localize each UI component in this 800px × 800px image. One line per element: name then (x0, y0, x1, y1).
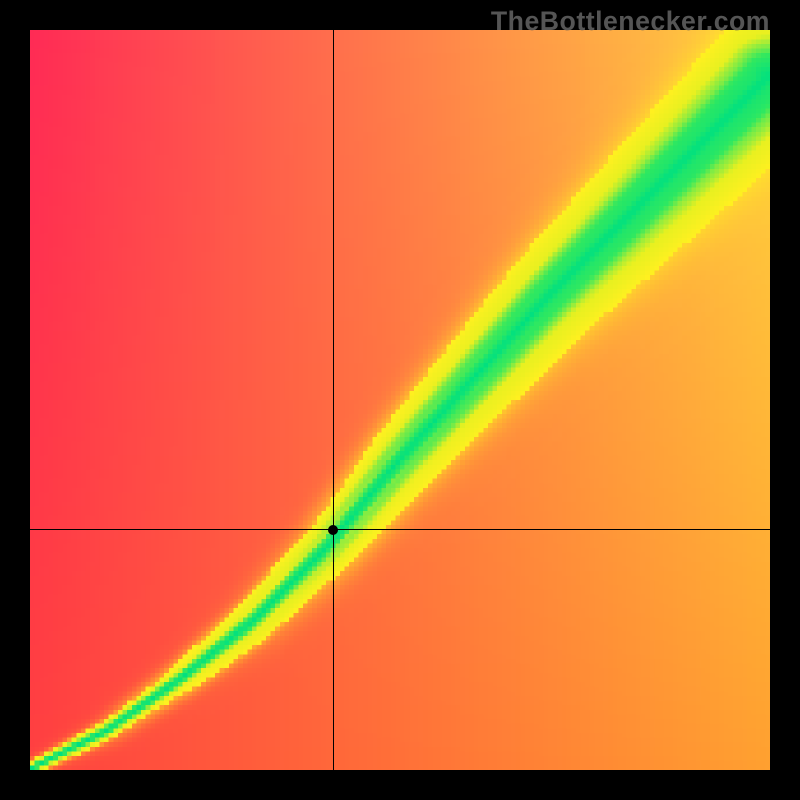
crosshair-vertical (333, 30, 334, 770)
chart-container: TheBottlenecker.com (0, 0, 800, 800)
bottleneck-heatmap (30, 30, 770, 770)
watermark-text: TheBottlenecker.com (491, 6, 770, 37)
crosshair-marker (328, 525, 338, 535)
crosshair-horizontal (30, 529, 770, 530)
